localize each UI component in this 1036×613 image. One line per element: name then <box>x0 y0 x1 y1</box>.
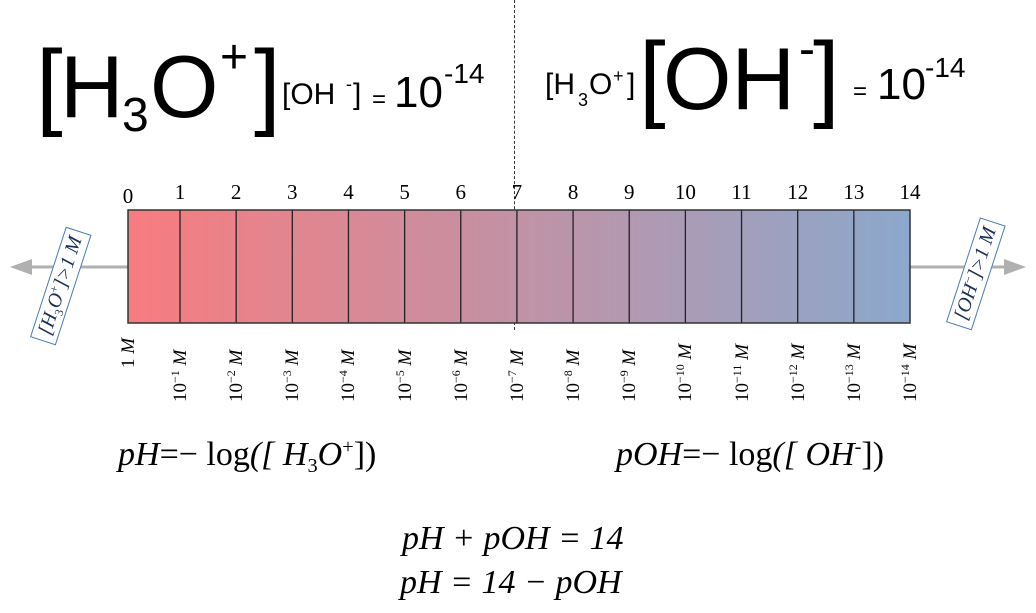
right-big-charge: - <box>799 23 815 76</box>
ph-tick-label: 2 <box>230 180 242 204</box>
right-equals: = <box>853 78 868 105</box>
ph-tick-label: 11 <box>731 180 752 204</box>
right-ten: 10 <box>877 60 926 109</box>
right-close-bracket: ] <box>813 23 840 130</box>
ph-tick-label: 5 <box>399 180 410 204</box>
concentration-label: 10−5 M <box>392 349 416 402</box>
concentration-label: 10−11 M <box>729 344 753 402</box>
ph-gradient-bar <box>128 210 910 323</box>
ph-tick-label: 4 <box>343 180 354 204</box>
ph-bar-border <box>127 209 911 324</box>
ph-rearranged: pH = 14 − pOH <box>400 564 622 601</box>
ph-tick-label: 10 <box>674 180 696 204</box>
concentration-label: 10−8 M <box>560 349 585 402</box>
left-ten: 10 <box>394 68 443 117</box>
ph-tick-label: 1 <box>174 180 186 204</box>
center-divider <box>514 0 515 330</box>
right-small-close: ] <box>627 68 636 101</box>
right-small-h: [H <box>545 68 575 101</box>
poh-definition: pOH=− log([ OH-]) <box>616 435 885 473</box>
concentration-label: 10−14 M <box>897 343 921 402</box>
ph-tick-label: 0 <box>122 184 134 208</box>
concentration-label: 10−12 M <box>785 343 809 402</box>
concentration-label: 10−10 M <box>673 343 697 402</box>
right-small-o: O <box>589 68 613 101</box>
left-big-h: H <box>60 37 124 136</box>
left-big-o: O <box>150 37 219 136</box>
ph-tick-label: 8 <box>567 180 579 204</box>
concentration-label: 10−7 M <box>504 349 528 402</box>
concentration-label: 10−1 M <box>167 349 191 402</box>
left-small-charge: - <box>346 74 352 94</box>
ph-definition: pH=− log([ H3O+]) <box>118 435 377 478</box>
ph-tick-label: 6 <box>455 180 467 204</box>
right-open-bracket: [ <box>639 23 666 130</box>
ph-tick-label: 7 <box>511 180 523 204</box>
ph-tick-label: 12 <box>787 180 809 204</box>
concentration-label: 10−9 M <box>617 349 641 402</box>
ph-tick-label: 3 <box>287 180 298 204</box>
ph-tick-label: 13 <box>843 180 865 204</box>
concentration-label: 10−3 M <box>280 349 304 402</box>
left-equals: = <box>372 86 387 113</box>
concentration-label: 10−2 M <box>223 349 248 402</box>
right-big-oh: OH <box>663 29 795 128</box>
concentration-label: 10−4 M <box>336 349 360 402</box>
concentration-label: 10−13 M <box>841 343 865 402</box>
right-small-charge: + <box>613 66 624 86</box>
concentration-label: 10−6 M <box>448 349 472 402</box>
ph-poh-sum: pH + pOH = 14 <box>402 520 624 557</box>
left-close-bracket: ] <box>254 31 281 138</box>
left-big-sub: 3 <box>122 89 149 142</box>
right-exponent: -14 <box>925 52 966 83</box>
right-small-sub: 3 <box>578 90 589 110</box>
left-exponent: -14 <box>444 58 485 89</box>
left-small-oh: [OH <box>282 78 336 111</box>
ph-tick-label: 9 <box>623 180 635 204</box>
left-big-charge: + <box>220 31 249 84</box>
ph-tick-label: 14 <box>899 180 921 204</box>
left-small-close: ] <box>353 78 362 111</box>
left-open-bracket: [ <box>36 31 63 138</box>
concentration-label: 1 M <box>118 337 139 368</box>
